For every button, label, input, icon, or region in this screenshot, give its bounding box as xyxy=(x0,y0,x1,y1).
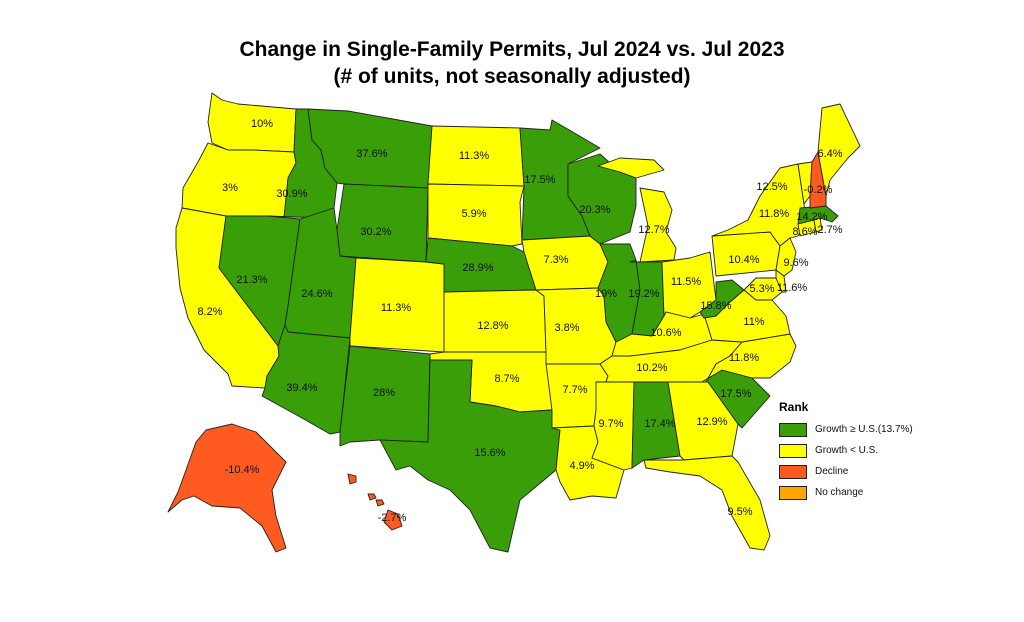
title-line-2: (# of units, not seasonally adjusted) xyxy=(333,65,691,88)
state-label-mn: 17.5% xyxy=(524,174,555,186)
legend-label: Decline xyxy=(815,466,849,477)
state-label-ca: 8.2% xyxy=(197,306,222,318)
state-label-mo: 3.8% xyxy=(554,322,579,334)
state-label-sc: 17.5% xyxy=(720,388,751,400)
legend-item-decline: Decline xyxy=(779,461,949,482)
state-label-pa: 10.4% xyxy=(728,254,759,266)
state-ak xyxy=(167,423,287,553)
state-label-ct: 8.6% xyxy=(792,226,817,238)
state-label-ia: 7.3% xyxy=(543,254,568,266)
state-hi xyxy=(383,509,403,531)
legend-swatch xyxy=(779,422,807,437)
state-label-il: 19% xyxy=(595,288,617,300)
state-label-ar: 7.7% xyxy=(562,384,587,396)
state-nc xyxy=(701,333,797,383)
state-hi xyxy=(347,473,357,485)
state-label-ok: 8.7% xyxy=(494,373,519,385)
state-label-ne: 28.9% xyxy=(462,262,493,274)
legend-item-growth-below: Growth < U.S. xyxy=(779,440,949,461)
state-mt xyxy=(307,108,433,189)
state-me xyxy=(817,103,861,197)
state-hi xyxy=(375,499,385,507)
state-label-md: 5.3% xyxy=(749,283,774,295)
state-label-ak: -10.4% xyxy=(225,464,260,476)
state-label-hi: -2.7% xyxy=(378,512,407,524)
state-label-wy: 30.2% xyxy=(360,226,391,238)
legend-swatch xyxy=(779,443,807,458)
state-label-ms: 9.7% xyxy=(598,418,623,430)
state-or xyxy=(181,142,297,219)
state-label-va: 11% xyxy=(743,316,764,328)
state-label-ky: 10.6% xyxy=(650,327,681,339)
state-label-ri: 2.7% xyxy=(817,224,842,236)
state-al xyxy=(631,381,681,469)
state-labels: 10% 3% 8.2% 30.9% 21.3% 37.6% 30.2% 24.6% 39.4% 1… xyxy=(197,118,842,524)
state-label-mi: 12.7% xyxy=(638,224,669,236)
state-label-al: 17.4% xyxy=(644,418,675,430)
map-title: Change in Single-Family Permits, Jul 202… xyxy=(0,36,1024,90)
state-label-ut: 24.6% xyxy=(301,288,332,300)
state-label-in: 19.2% xyxy=(628,288,659,300)
state-label-nh: -0.2% xyxy=(804,184,833,196)
state-label-wa: 10% xyxy=(251,118,273,130)
state-label-nc: 11.8% xyxy=(729,352,760,364)
state-mi xyxy=(639,187,677,263)
state-label-nj: 9.6% xyxy=(783,257,808,269)
state-wy xyxy=(336,183,429,263)
state-tx xyxy=(379,359,561,553)
title-line-1: Change in Single-Family Permits, Jul 202… xyxy=(239,38,785,61)
state-label-fl: 9.5% xyxy=(727,506,752,518)
state-hi xyxy=(367,493,377,501)
state-label-or: 3% xyxy=(222,182,238,194)
legend-label: Growth ≥ U.S.(13.7%) xyxy=(815,424,913,435)
state-nj xyxy=(775,237,797,277)
state-label-tn: 10.2% xyxy=(636,362,667,374)
state-label-oh: 11.5% xyxy=(671,276,702,288)
state-ma xyxy=(797,205,839,225)
state-label-sd: 5.9% xyxy=(461,208,486,220)
legend: Rank Growth ≥ U.S.(13.7%) Growth < U.S. … xyxy=(779,400,949,503)
state-label-ma: 14.2% xyxy=(796,211,827,223)
state-label-mt: 37.6% xyxy=(356,148,387,160)
legend-swatch xyxy=(779,485,807,500)
state-label-az: 39.4% xyxy=(286,382,317,394)
legend-label: No change xyxy=(815,487,864,498)
legend-item-growth-above: Growth ≥ U.S.(13.7%) xyxy=(779,419,949,440)
legend-title: Rank xyxy=(779,400,809,414)
state-label-de: 11.6% xyxy=(777,282,808,294)
state-label-vt: 12.5% xyxy=(756,181,787,193)
state-label-wv: 15.8% xyxy=(700,300,731,312)
state-label-wi: 20.3% xyxy=(579,204,610,216)
state-label-nv: 21.3% xyxy=(236,274,267,286)
state-label-la: 4.9% xyxy=(569,460,594,472)
legend-label: Growth < U.S. xyxy=(815,445,879,456)
state-label-tx: 15.6% xyxy=(474,447,505,459)
state-label-nd: 11.3% xyxy=(459,150,490,162)
state-label-me: 6.4% xyxy=(817,148,842,160)
state-label-ny: 11.8% xyxy=(759,208,790,220)
legend-item-no-change: No change xyxy=(779,482,949,503)
state-label-nm: 28% xyxy=(373,387,395,399)
state-label-co: 11.3% xyxy=(381,302,412,314)
state-label-id: 30.9% xyxy=(276,188,307,200)
legend-swatch xyxy=(779,464,807,479)
state-fl xyxy=(643,455,771,551)
state-label-ks: 12.8% xyxy=(477,320,508,332)
state-shapes xyxy=(167,92,861,553)
state-label-ga: 12.9% xyxy=(696,416,727,428)
state-mi xyxy=(597,157,665,179)
